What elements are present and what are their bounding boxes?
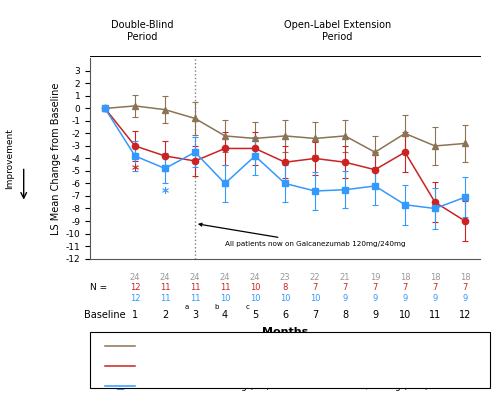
Text: Double-Blind
Period: Double-Blind Period — [111, 20, 174, 42]
Text: 18: 18 — [430, 273, 440, 282]
Text: 24: 24 — [160, 273, 170, 282]
Text: ▲: ▲ — [116, 341, 124, 351]
Y-axis label: LS Mean Change from Baseline: LS Mean Change from Baseline — [52, 82, 62, 235]
Text: 7: 7 — [402, 283, 407, 292]
Text: 12: 12 — [130, 294, 140, 303]
Text: 8: 8 — [342, 310, 348, 320]
Text: 24: 24 — [250, 273, 260, 282]
Text: 24: 24 — [190, 273, 200, 282]
Text: 10: 10 — [280, 294, 290, 303]
Text: 10: 10 — [220, 294, 230, 303]
Text: 7: 7 — [432, 283, 438, 292]
Text: 1: 1 — [132, 310, 138, 320]
Text: c: c — [245, 304, 249, 310]
Text: 10: 10 — [250, 294, 260, 303]
Text: N =: N = — [90, 283, 108, 292]
Text: 2: 2 — [162, 310, 168, 320]
Text: Galcanezumab 240mg (DB) - Galcanezumab 120/240mg (OLE): Galcanezumab 240mg (DB) - Galcanezumab 1… — [145, 382, 428, 391]
Text: 18: 18 — [460, 273, 470, 282]
Text: 24: 24 — [130, 273, 140, 282]
Text: ■: ■ — [116, 381, 124, 391]
Text: 9: 9 — [372, 310, 378, 320]
Text: a: a — [185, 304, 189, 310]
Text: 12: 12 — [130, 283, 140, 292]
Text: 10: 10 — [310, 294, 320, 303]
Text: 11: 11 — [429, 310, 441, 320]
Text: 9: 9 — [342, 294, 347, 303]
Text: 24: 24 — [220, 273, 230, 282]
Text: Open-Label Extension
Period: Open-Label Extension Period — [284, 20, 391, 42]
Text: All patients now on Galcanezumab 120mg/240mg: All patients now on Galcanezumab 120mg/2… — [199, 223, 406, 246]
Text: 3: 3 — [192, 310, 198, 320]
Text: 22: 22 — [310, 273, 320, 282]
Text: *: * — [162, 186, 168, 200]
Text: b: b — [214, 304, 219, 310]
Text: 12: 12 — [459, 310, 471, 320]
Text: 18: 18 — [400, 273, 410, 282]
Text: 5: 5 — [252, 310, 258, 320]
Text: 7: 7 — [312, 310, 318, 320]
Text: ●: ● — [116, 361, 124, 371]
Text: 11: 11 — [190, 294, 200, 303]
Text: 11: 11 — [220, 283, 230, 292]
Text: 7: 7 — [342, 283, 347, 292]
Text: 10: 10 — [250, 283, 260, 292]
Text: 9: 9 — [372, 294, 378, 303]
Text: 23: 23 — [280, 273, 290, 282]
Text: 4: 4 — [222, 310, 228, 320]
Text: 7: 7 — [312, 283, 318, 292]
Text: Months: Months — [262, 327, 308, 337]
Text: 9: 9 — [402, 294, 407, 303]
Text: 19: 19 — [370, 273, 380, 282]
Text: 11: 11 — [160, 283, 170, 292]
Text: 7: 7 — [462, 283, 468, 292]
Text: *: * — [132, 163, 138, 178]
Text: 8: 8 — [282, 283, 288, 292]
Text: 7: 7 — [372, 283, 378, 292]
Text: 11: 11 — [190, 283, 200, 292]
Text: Baseline: Baseline — [84, 310, 126, 320]
Text: 6: 6 — [282, 310, 288, 320]
Text: Improvement: Improvement — [6, 128, 15, 189]
Text: 9: 9 — [432, 294, 438, 303]
Text: 21: 21 — [340, 273, 350, 282]
Text: 9: 9 — [462, 294, 468, 303]
Text: Placebo (DB) - Galcanezumab 120/240mg (OLE): Placebo (DB) - Galcanezumab 120/240mg (O… — [145, 342, 362, 351]
Text: Galcanezumab 120mg (DB) - Galcanezumab 120/240mg (OLE): Galcanezumab 120mg (DB) - Galcanezumab 1… — [145, 362, 428, 371]
Text: 10: 10 — [399, 310, 411, 320]
Text: 11: 11 — [160, 294, 170, 303]
